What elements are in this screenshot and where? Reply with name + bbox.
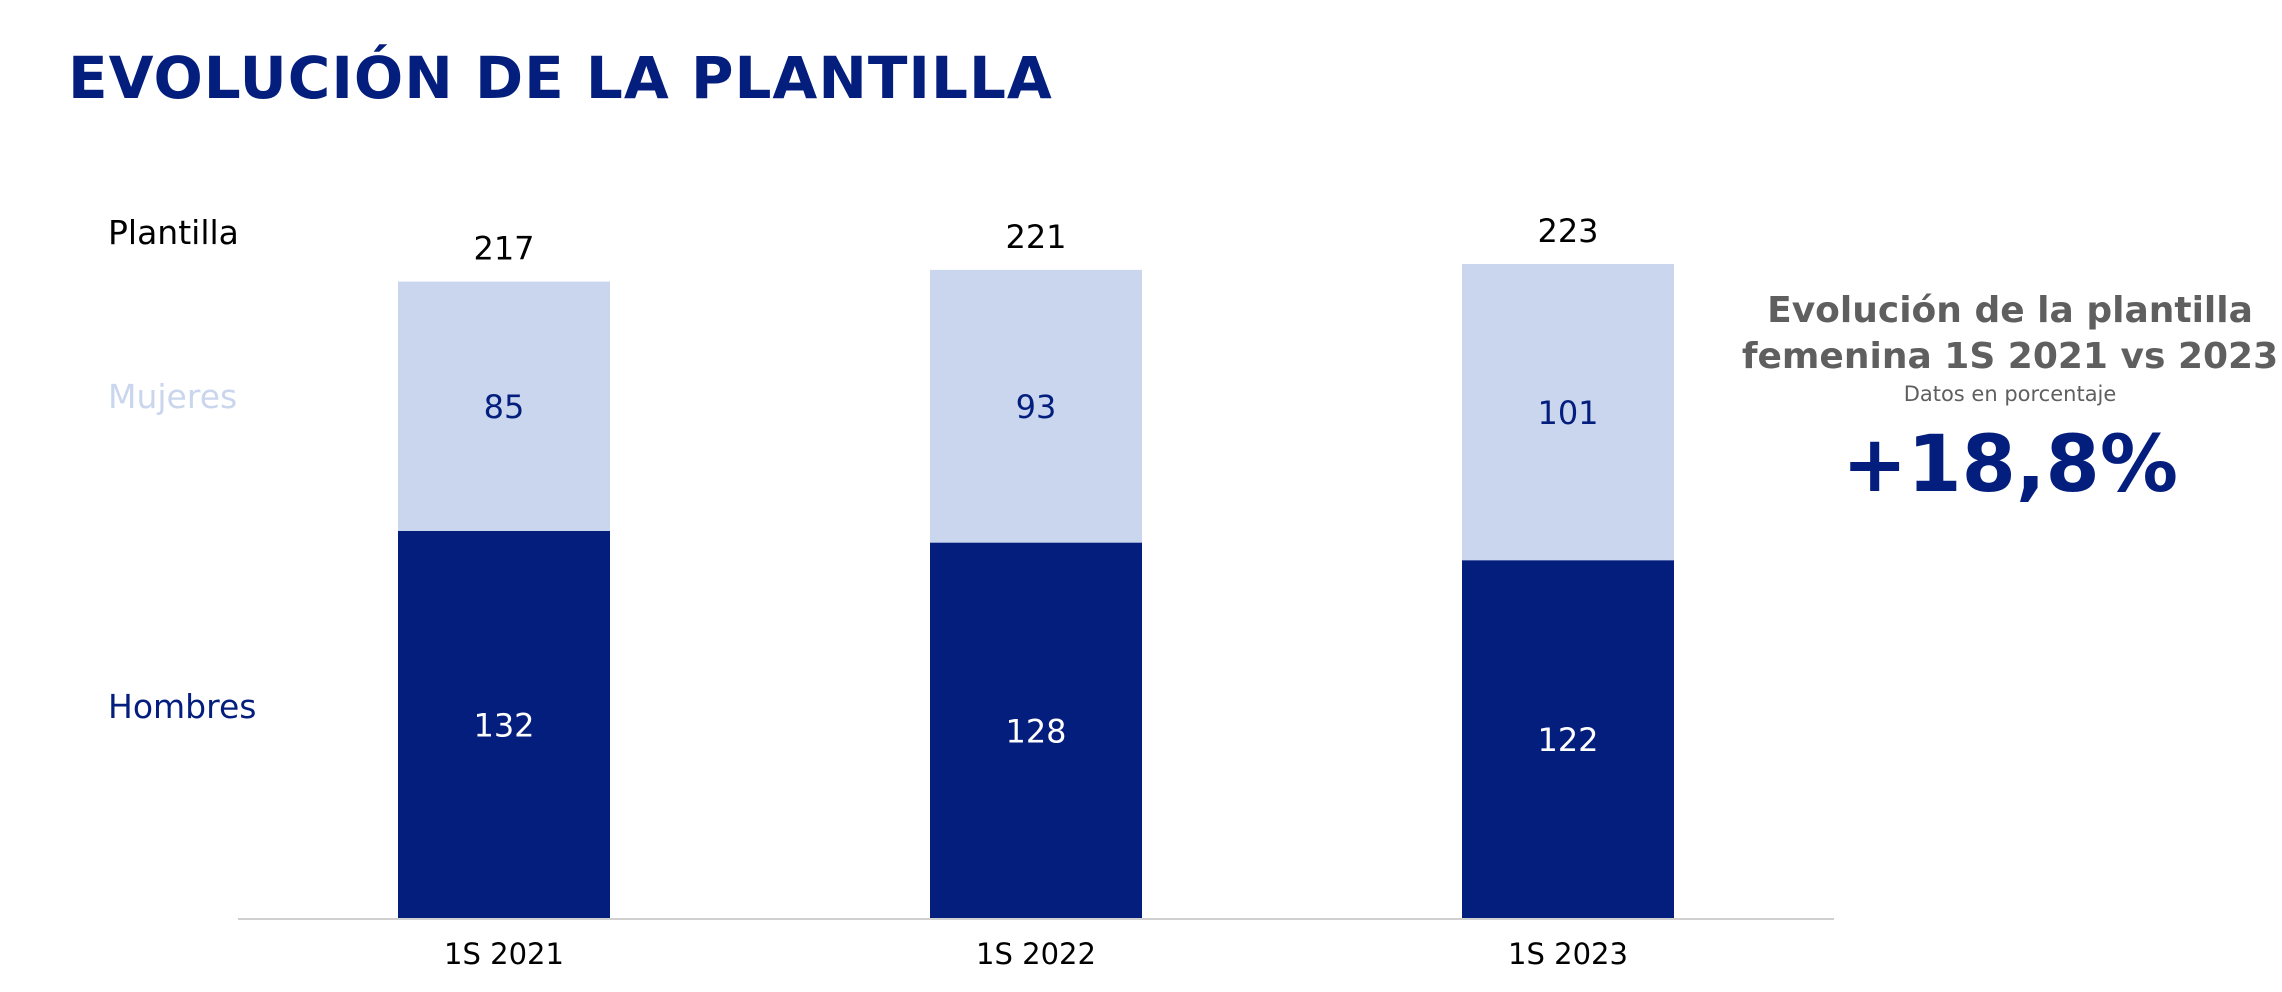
bar-hombres-2 [930, 542, 1142, 918]
data-label-mujeres-1: 85 [484, 388, 525, 426]
legend-mujeres: Mujeres [108, 377, 237, 416]
total-label-3: 223 [1537, 212, 1598, 250]
total-label-2: 221 [1005, 218, 1066, 256]
legend-hombres: Hombres [108, 687, 256, 726]
bar-mujeres-1 [398, 281, 610, 531]
legend-plantilla: Plantilla [108, 213, 239, 252]
data-label-mujeres-2: 93 [1016, 388, 1057, 426]
x-tick-label-1: 1S 2021 [444, 937, 564, 971]
x-tick-label-3: 1S 2023 [1508, 937, 1628, 971]
side-panel: Evolución de la plantilla femenina 1S 20… [1740, 288, 2280, 510]
kpi-value: +18,8% [1842, 420, 2178, 510]
side-panel-subtitle: Datos en porcentaje [1903, 382, 2117, 406]
x-tick-label-2: 1S 2022 [976, 937, 1096, 971]
data-label-mujeres-3: 101 [1537, 394, 1598, 432]
total-label-1: 217 [473, 230, 534, 268]
page-title: EVOLUCIÓN DE LA PLANTILLA [68, 44, 1053, 112]
data-label-hombres-1: 132 [473, 706, 534, 744]
bar-hombres-1 [398, 530, 610, 918]
data-label-hombres-2: 128 [1005, 712, 1066, 750]
bar-mujeres-3 [1462, 264, 1674, 561]
bar-hombres-3 [1462, 560, 1674, 918]
bar-mujeres-2 [930, 269, 1142, 543]
side-panel-title-line1: Evolución de la plantilla [1767, 290, 2253, 331]
stacked-bar-chart: 132 85 217 1S 2021 128 93 221 1S 2022 122 101 223 1… [108, 212, 1834, 971]
side-panel-title-line2: femenina 1S 2021 vs 2023 [1741, 336, 2279, 377]
side-panel-title: Evolución de la plantilla femenina 1S 20… [1740, 288, 2280, 380]
data-label-hombres-3: 122 [1537, 721, 1598, 759]
